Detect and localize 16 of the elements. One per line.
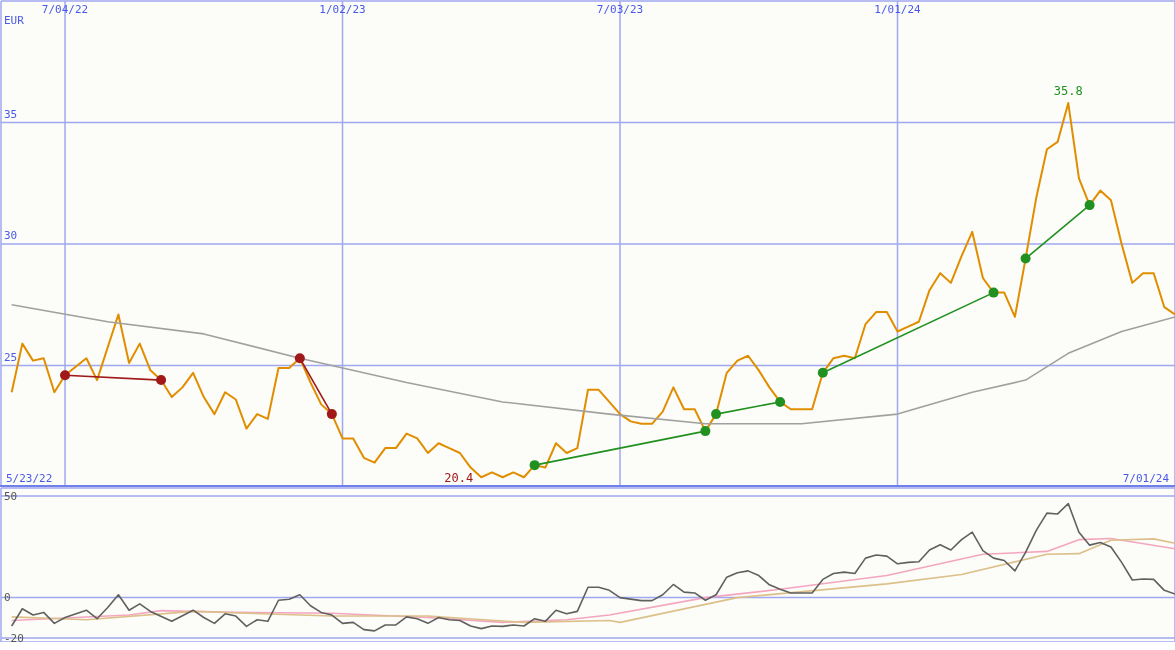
y-tick-label: 25 xyxy=(4,350,18,364)
x-tick-label: 1/01/24 xyxy=(874,3,922,16)
y-tick-label: -20 xyxy=(4,631,24,645)
annotation: 5/23/22 xyxy=(6,472,53,485)
y-axis-title: EUR xyxy=(4,14,24,27)
annotation: 20.4 xyxy=(444,470,474,485)
annotation: 7/01/24 xyxy=(1122,472,1169,485)
y-tick-label: 0 xyxy=(4,591,11,605)
y-tick-label: 30 xyxy=(4,229,18,242)
x-tick-label: 7/03/23 xyxy=(596,3,644,16)
annotation: 35.8 xyxy=(1053,84,1083,99)
y-tick-label: 50 xyxy=(4,490,18,504)
x-tick-label: 7/04/22 xyxy=(41,3,89,16)
x-tick-label: 1/02/23 xyxy=(319,3,366,16)
line-series xyxy=(10,502,1175,632)
y-tick-label: 35 xyxy=(4,107,18,121)
